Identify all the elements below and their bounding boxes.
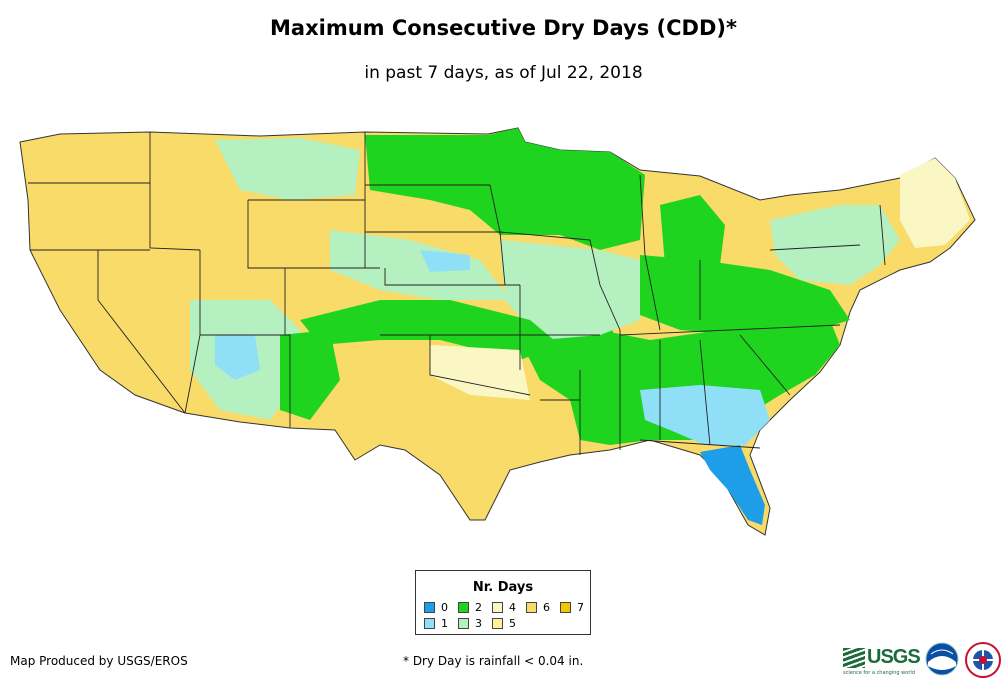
usgs-tagline: science for a changing world [843,670,915,676]
agency-logos: USGS science for a changing world [843,640,1003,682]
legend-label-7: 7 [577,601,584,614]
usgs-logo-icon: USGS [843,646,921,669]
legend-label-6: 6 [543,601,550,614]
dry-day-footnote: * Dry Day is rainfall < 0.04 in. [403,654,584,668]
region-plains-green [300,300,560,360]
region-newmexico-green [280,330,340,420]
nws-logo-icon [965,642,1001,678]
region-upper-midwest-green [365,128,645,250]
legend-label-3: 3 [475,617,482,630]
legend-swatch-6 [526,602,537,613]
legend-item-2: 2 [458,601,482,614]
noaa-logo-icon [925,642,959,676]
usgs-logo-text: USGS [867,646,921,668]
legend-item-0: 0 [424,601,448,614]
legend-label-1: 1 [441,617,448,630]
state-boundaries [28,132,886,455]
legend-item-4: 4 [492,601,516,614]
region-montana-lightgreen [215,138,360,200]
legend-item-6: 6 [526,601,550,614]
legend-label-0: 0 [441,601,448,614]
legend-label-2: 2 [475,601,482,614]
region-new-england-yellow [900,158,970,248]
region-mississippi-green [580,320,620,440]
legend-item-1: 1 [424,617,448,630]
legend-item-5: 5 [492,617,516,630]
legend-title: Nr. Days [472,580,534,595]
legend-swatch-1 [424,618,435,629]
region-arizona-blue [215,335,260,380]
region-central-lightgreen [500,240,640,340]
map-subtitle: in past 7 days, as of Jul 22, 2018 [364,63,643,83]
region-nebraska-lightblue [420,250,470,272]
region-michigan-green [660,195,725,275]
legend-swatch-0 [424,602,435,613]
legend-item-3: 3 [458,617,482,630]
legend-swatch-5 [492,618,503,629]
legend-label-4: 4 [509,601,516,614]
region-ohio-valley-green [640,255,850,335]
region-southeast-lightblue [640,385,770,445]
legend-swatch-3 [458,618,469,629]
legend-label-5: 5 [509,617,516,630]
legend-swatch-2 [458,602,469,613]
map-legend: Nr. Days 0 1 2 3 4 5 6 7 [415,570,591,635]
legend-item-7: 7 [560,601,584,614]
region-plains-lightgreen [330,230,510,300]
map-credit: Map Produced by USGS/EROS [10,654,188,668]
map-title: Maximum Consecutive Dry Days (CDD)* [270,16,737,40]
region-oklahoma-lightyellow [430,345,530,400]
legend-swatch-4 [492,602,503,613]
region-florida-blue [700,445,765,525]
region-northeast-lightgreen [770,205,900,285]
legend-swatch-7 [560,602,571,613]
